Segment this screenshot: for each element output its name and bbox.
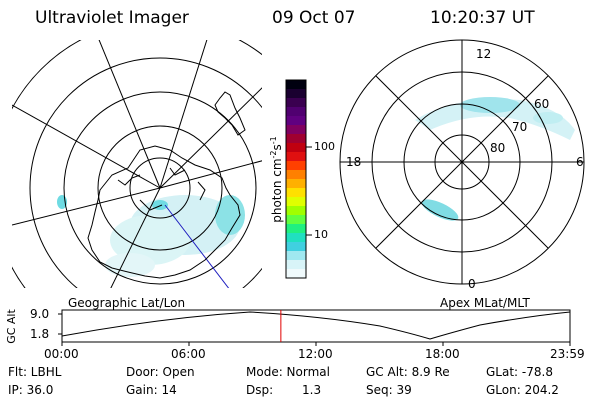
timeline-ytick-9: 9.0: [30, 307, 50, 321]
colorbar-label-exp: -2: [268, 150, 278, 159]
colorbar-band: [286, 188, 306, 198]
altitude-timeline: [58, 309, 571, 346]
dsp-value: 1.3: [302, 383, 322, 397]
mlt-label-18: 18: [346, 155, 362, 169]
filter-info: Flt: LBHL: [8, 365, 62, 379]
orbit-altitude-curve: [61, 311, 571, 340]
colorbar-tick-label-100: 100: [314, 140, 335, 153]
colorbar-band: [286, 89, 306, 99]
date-label: 09 Oct 07: [272, 8, 356, 28]
timeline-xtick-2: 12:00: [298, 347, 333, 361]
door-info: Door: Open: [126, 365, 195, 379]
colorbar-band: [286, 170, 306, 180]
mlat-label-80: 80: [490, 141, 506, 155]
timeline-ytick-1.8: 1.8: [30, 327, 50, 341]
time-label: 10:20:37 UT: [430, 8, 535, 28]
colorbar-band: [286, 260, 306, 270]
glon-info: GLon: 204.2: [486, 383, 559, 397]
colorbar-frame: [285, 79, 307, 279]
longitude-lines: [12, 40, 262, 288]
colorbar-band: [286, 143, 306, 153]
colorbar: [286, 80, 306, 279]
colorbar-band: [286, 80, 306, 90]
colorbar-band: [286, 242, 306, 252]
left-panel-caption: Geographic Lat/Lon: [68, 296, 186, 310]
colorbar-band: [286, 269, 306, 279]
timeline-xtick-3: 18:00: [425, 347, 460, 361]
mlat-label-60: 60: [534, 97, 550, 111]
colorbar-band: [286, 116, 306, 126]
ip-info: IP: 36.0: [8, 383, 54, 397]
colorbar-band: [286, 233, 306, 243]
right-panel-caption: Apex MLat/MLT: [440, 296, 530, 310]
latitude-circles: [12, 40, 262, 288]
seq-info: Seq: 39: [366, 383, 412, 397]
mlt-label-12: 12: [476, 47, 492, 61]
timeline-xtick-0: 00:00: [44, 347, 79, 361]
colorbar-band: [286, 179, 306, 189]
glat-info: GLat: -78.8: [486, 365, 553, 379]
aurora-emission-right: [415, 97, 575, 221]
geographic-map: [12, 40, 262, 288]
colorbar-band: [286, 206, 306, 216]
colorbar-band: [286, 125, 306, 135]
dsp-label: Dsp:: [246, 383, 274, 397]
mlat-label-70: 70: [512, 120, 528, 134]
timeline-xtick-4: 23:59: [550, 347, 585, 361]
colorbar-band: [286, 98, 306, 108]
coastline: [87, 145, 241, 279]
colorbar-label-unit: s: [269, 144, 284, 151]
coastline-islands: [214, 91, 246, 136]
magnetic-meridian-line: [164, 204, 230, 288]
mode-info: Mode: Normal: [246, 365, 330, 379]
colorbar-band: [286, 197, 306, 207]
colorbar-band: [286, 161, 306, 171]
colorbar-band: [286, 107, 306, 117]
colorbar-band: [286, 251, 306, 261]
timeline-ylabel: GC Alt: [4, 309, 18, 344]
colorbar-label: photon cm-2s-1: [269, 136, 284, 223]
colorbar-band: [286, 152, 306, 162]
colorbar-band: [286, 134, 306, 144]
magnetic-polar-plot: [339, 39, 585, 285]
timeline-ticks: [58, 313, 571, 346]
app-title: Ultraviolet Imager: [35, 8, 189, 28]
mlt-lines: [340, 40, 584, 284]
gain-info: Gain: 14: [126, 383, 177, 397]
colorbar-band: [286, 215, 306, 225]
gc-alt-info: GC Alt: 8.9 Re: [366, 365, 450, 379]
colorbar-band: [286, 224, 306, 234]
colorbar-label-text: photon cm: [269, 158, 284, 223]
timeline-xtick-1: 06:00: [171, 347, 206, 361]
colorbar-label-exp2: -1: [268, 136, 278, 145]
colorbar-tick-label-10: 10: [314, 228, 328, 241]
coastline-detail: [117, 167, 206, 211]
mlt-label-0: 0: [468, 277, 476, 291]
mlt-label-6: 6: [576, 155, 584, 169]
